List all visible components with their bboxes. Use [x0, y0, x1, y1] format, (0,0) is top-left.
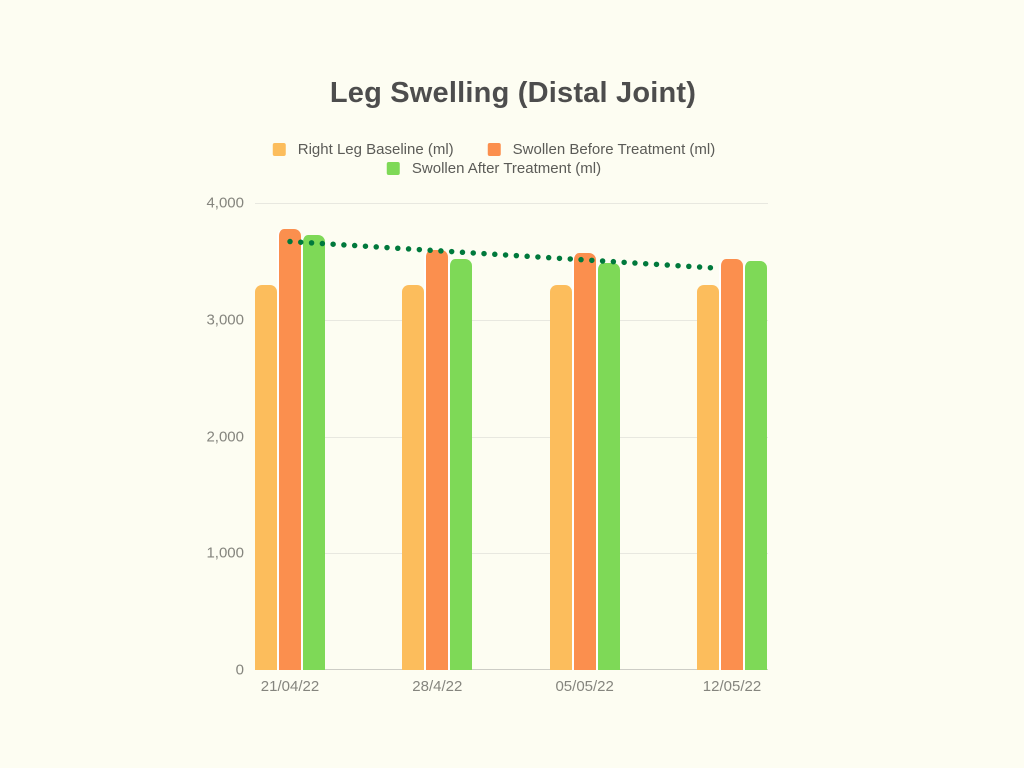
y-tick-label-4000: 4,000 [206, 194, 244, 212]
trendline-segment [287, 238, 724, 272]
bar-swollen-before-treatment-ml-12-05-22 [719, 259, 743, 670]
bar-group-12-05-22 [697, 203, 767, 670]
x-tick-label-28-4-22: 28/4/22 [412, 678, 463, 695]
x-tick-label-21-04-22: 21/04/22 [260, 678, 320, 695]
legend-label-baseline: Right Leg Baseline (ml) [297, 141, 454, 158]
bar-swollen-before-treatment-ml-28-4-22 [424, 249, 449, 670]
legend-swatch-before-treatment [487, 143, 501, 156]
y-tick-label-2000: 2,000 [206, 428, 244, 445]
gridline-1000 [255, 553, 768, 555]
chart-title: Leg Swelling (Distal Joint) [329, 77, 697, 109]
bar-swollen-before-treatment-ml-21-04-22 [277, 228, 301, 670]
bar-swollen-after-treatment-ml-05-05-22 [595, 262, 620, 670]
bar-right-leg-baseline-ml-21-04-22 [255, 284, 277, 670]
bar-swollen-after-treatment-ml-12-05-22 [743, 261, 767, 670]
x-tick-label-05-05-22: 05/05/22 [555, 678, 614, 695]
legend-row-2: Swollen After Treatment (ml) [386, 160, 602, 177]
gridline-4000 [255, 203, 768, 204]
chart-legend: Right Leg Baseline (ml) Swollen Before T… [272, 141, 716, 177]
legend-item-before-treatment: Swollen Before Treatment (ml) [487, 141, 716, 158]
legend-swatch-baseline [272, 143, 286, 156]
bar-right-leg-baseline-ml-28-4-22 [402, 284, 425, 670]
bar-group-28-4-22 [402, 203, 473, 670]
gridline-3000 [255, 319, 768, 321]
y-tick-label-3000: 3,000 [206, 311, 244, 329]
legend-row-1: Right Leg Baseline (ml) Swollen Before T… [272, 141, 716, 158]
bar-group-21-04-22 [255, 203, 325, 670]
legend-swatch-after-treatment [386, 162, 400, 175]
bar-swollen-before-treatment-ml-05-05-22 [571, 253, 596, 670]
legend-label-after-treatment: Swollen After Treatment (ml) [411, 160, 602, 177]
legend-label-before-treatment: Swollen Before Treatment (ml) [512, 141, 716, 158]
plot-area [255, 203, 768, 670]
bar-right-leg-baseline-ml-12-05-22 [697, 284, 719, 670]
x-axis-line [255, 669, 768, 670]
bar-swollen-after-treatment-ml-21-04-22 [301, 234, 325, 670]
legend-item-baseline: Right Leg Baseline (ml) [272, 141, 454, 158]
gridline-2000 [255, 436, 768, 438]
bar-right-leg-baseline-ml-05-05-22 [549, 284, 572, 670]
bar-swollen-after-treatment-ml-28-4-22 [448, 259, 473, 670]
bar-group-05-05-22 [549, 203, 620, 670]
x-tick-label-12-05-22: 12/05/22 [702, 678, 762, 695]
y-tick-label-1000: 1,000 [206, 544, 244, 562]
y-tick-label-0: 0 [235, 661, 244, 679]
legend-item-after-treatment: Swollen After Treatment (ml) [386, 160, 602, 177]
